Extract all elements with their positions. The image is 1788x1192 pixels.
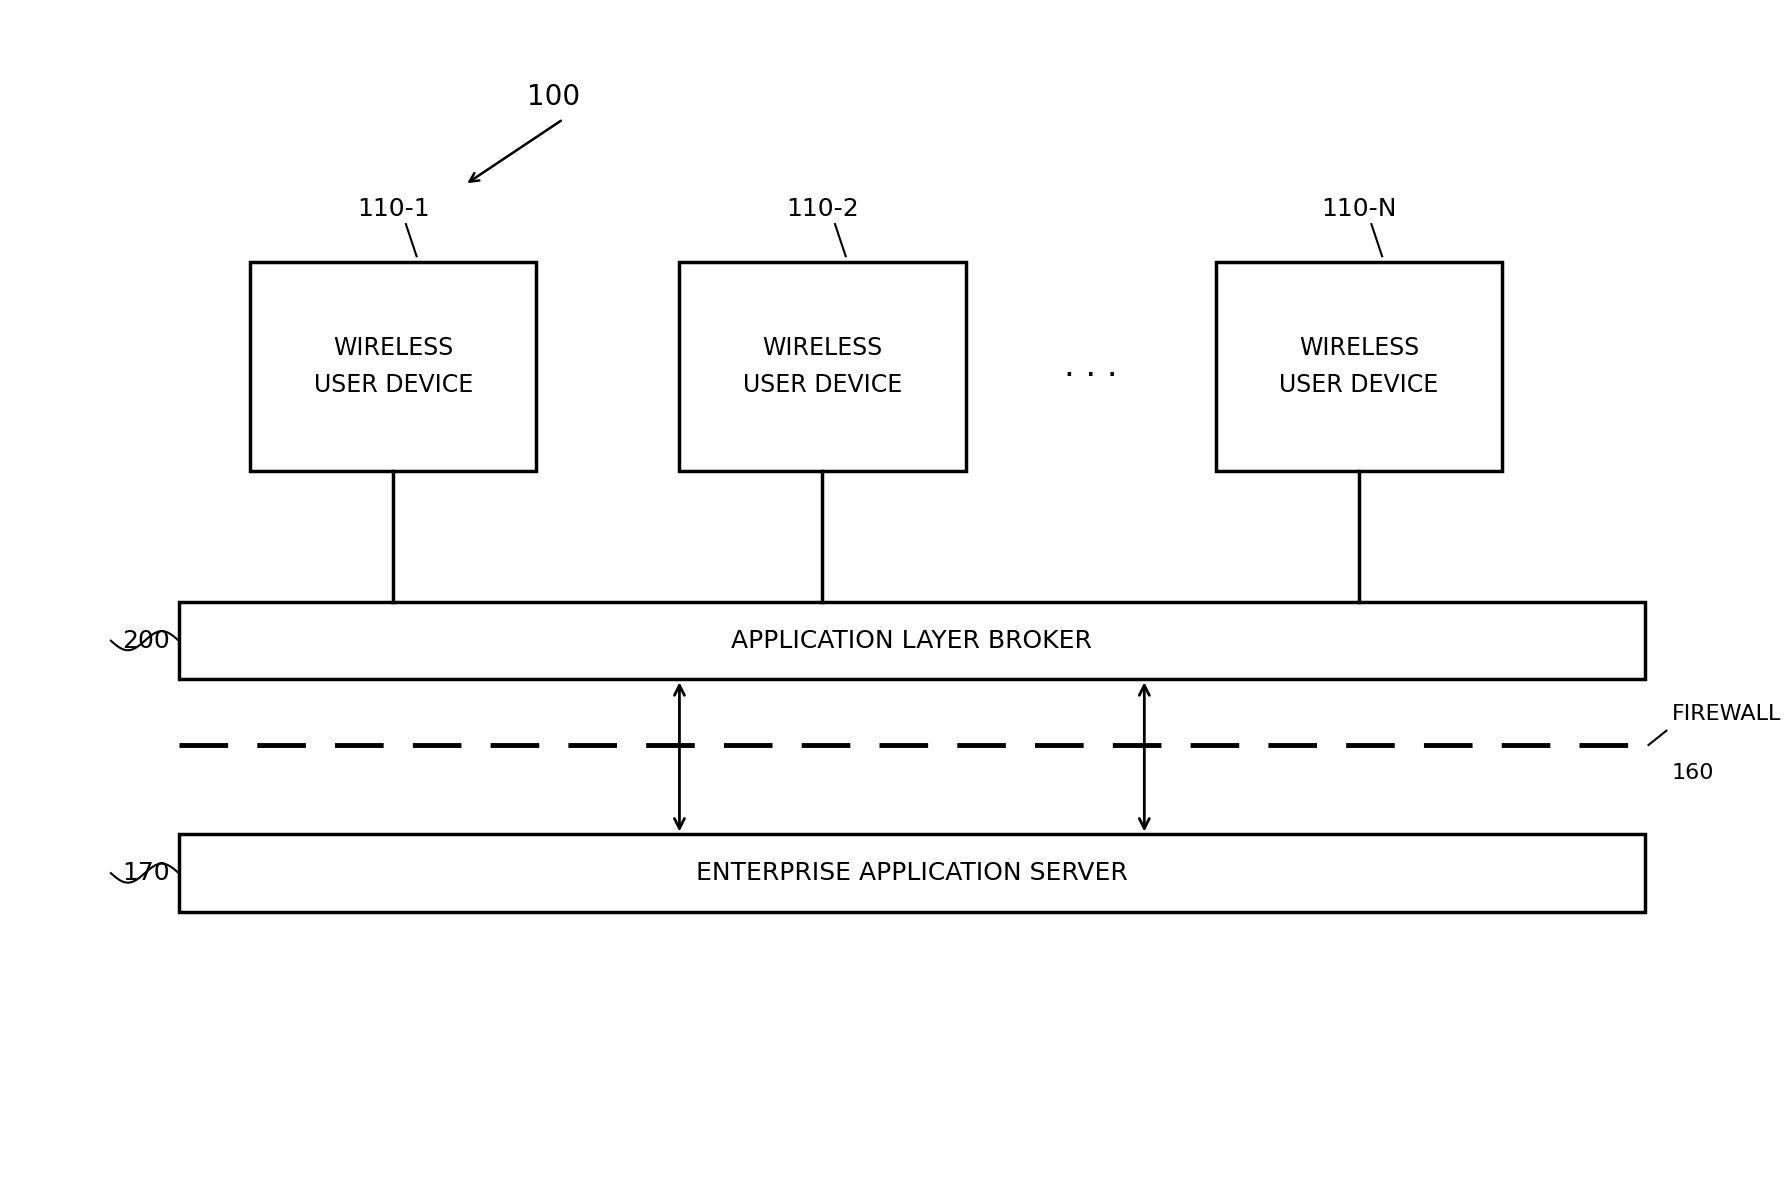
Text: 110-1: 110-1: [358, 197, 429, 221]
Text: 110-2: 110-2: [787, 197, 858, 221]
Bar: [679, 262, 966, 471]
Text: 160: 160: [1672, 763, 1715, 783]
Bar: [179, 602, 1645, 679]
Text: . . .: . . .: [1064, 350, 1118, 383]
Text: 200: 200: [122, 628, 170, 653]
Text: WIRELESS
USER DEVICE: WIRELESS USER DEVICE: [313, 336, 474, 397]
Text: FIREWALL: FIREWALL: [1672, 703, 1781, 724]
Bar: [250, 262, 536, 471]
Text: WIRELESS
USER DEVICE: WIRELESS USER DEVICE: [1278, 336, 1439, 397]
Text: 170: 170: [122, 861, 170, 886]
Text: ENTERPRISE APPLICATION SERVER: ENTERPRISE APPLICATION SERVER: [696, 861, 1128, 886]
Text: APPLICATION LAYER BROKER: APPLICATION LAYER BROKER: [731, 628, 1092, 653]
Text: 100: 100: [527, 83, 581, 111]
Text: WIRELESS
USER DEVICE: WIRELESS USER DEVICE: [742, 336, 903, 397]
Bar: [1216, 262, 1502, 471]
Bar: [179, 834, 1645, 912]
Text: 110-N: 110-N: [1321, 197, 1396, 221]
